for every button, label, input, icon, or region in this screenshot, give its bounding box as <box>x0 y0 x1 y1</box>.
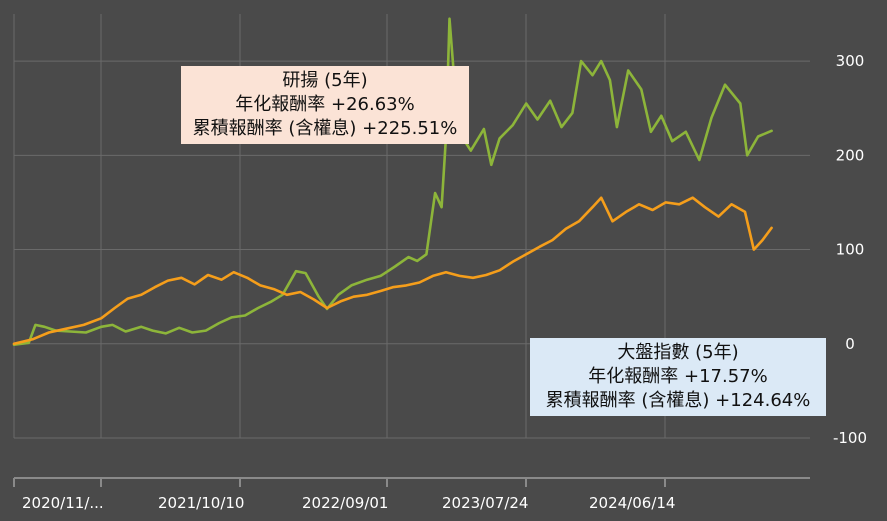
tick-labels: 2020/11/... 2021/10/10 2022/09/01 2023/07/2… <box>22 52 867 512</box>
index-return-line <box>12 196 773 346</box>
index-cumulative-return: 累積報酬率 (含權息) +124.64% <box>545 390 811 411</box>
stock-return-annotation: 研揚 (5年) 年化報酬率 +26.63% 累積報酬率 (含權息) +225.5… <box>181 66 469 144</box>
x-tick-label: 2020/11/... <box>22 494 104 512</box>
x-tick-label: 2022/09/01 <box>302 494 388 512</box>
index-annotation-title: 大盤指數 (5年) <box>617 342 739 363</box>
y-tick-label: 200 <box>836 146 865 164</box>
stock-annualized-return: 年化報酬率 +26.63% <box>235 94 415 115</box>
y-tick-label: 300 <box>836 52 865 70</box>
x-tick-label: 2021/10/10 <box>158 494 244 512</box>
x-tick-label: 2024/06/14 <box>589 494 675 512</box>
x-axis <box>13 477 810 487</box>
y-tick-label: -100 <box>833 429 867 447</box>
stock-annotation-title: 研揚 (5年) <box>282 70 368 91</box>
x-tick-label: 2023/07/24 <box>442 494 528 512</box>
index-annualized-return: 年化報酬率 +17.57% <box>588 366 768 387</box>
y-tick-label: 100 <box>836 241 865 259</box>
stock-cumulative-return: 累積報酬率 (含權息) +225.51% <box>192 118 458 139</box>
stock-return-line <box>12 17 773 346</box>
index-return-annotation: 大盤指數 (5年) 年化報酬率 +17.57% 累積報酬率 (含權息) +124… <box>530 338 826 416</box>
series-lines <box>12 17 773 346</box>
y-tick-label: 0 <box>845 335 855 353</box>
